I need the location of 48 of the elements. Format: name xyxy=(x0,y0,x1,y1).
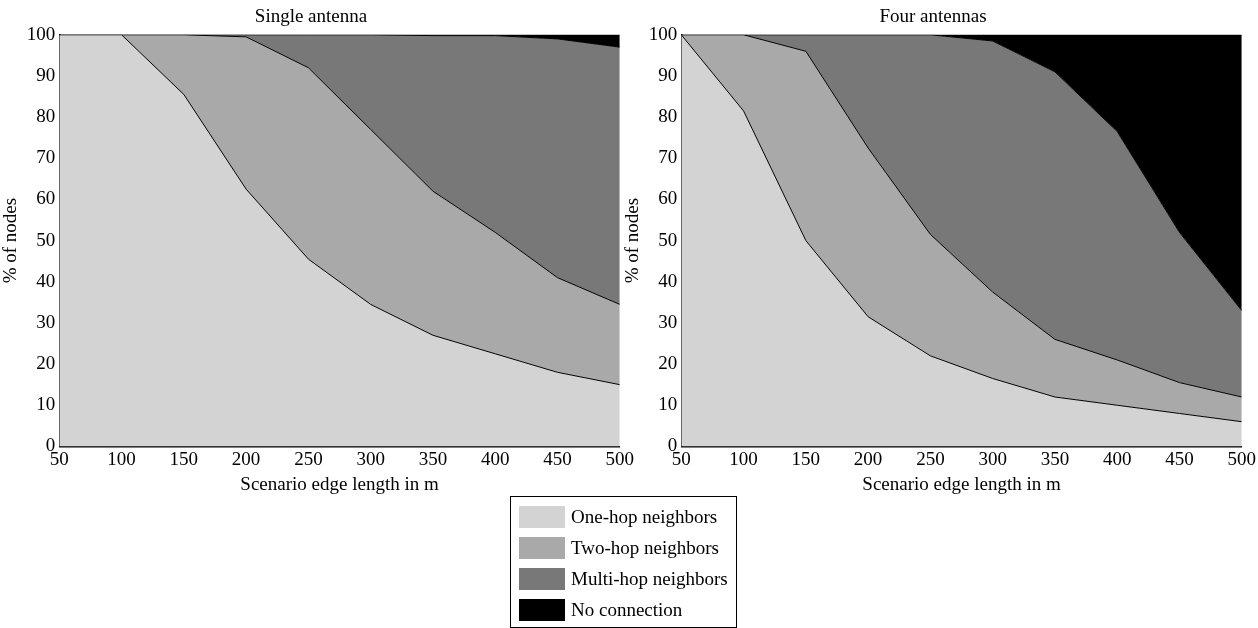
x-tick-label: 250 xyxy=(294,447,323,469)
x-tick-label: 500 xyxy=(1227,447,1256,469)
y-axis-title: % of nodes xyxy=(0,197,21,284)
x-axis-title: Scenario edge length in m xyxy=(240,472,439,494)
x-axis-title: Scenario edge length in m xyxy=(862,472,1061,494)
y-tick-label: 90 xyxy=(658,63,678,85)
x-tick-label: 450 xyxy=(543,447,572,469)
x-tick-label: 300 xyxy=(978,447,1007,469)
x-tick-label: 300 xyxy=(356,447,385,469)
x-tick-label: 400 xyxy=(1102,447,1132,469)
x-tick-label: 500 xyxy=(605,447,634,469)
y-tick-label: 100 xyxy=(26,22,56,44)
legend-label: One-hop neighbors xyxy=(571,505,718,528)
y-tick-label: 80 xyxy=(658,105,678,127)
y-tick-label: 40 xyxy=(36,269,56,291)
y-tick-label: 100 xyxy=(648,22,678,44)
y-tick-label: 10 xyxy=(658,393,678,415)
y-tick-label: 70 xyxy=(658,146,678,168)
y-tick-label: 60 xyxy=(658,187,678,209)
legend-label: Multi-hop neighbors xyxy=(571,567,728,590)
y-tick-label: 40 xyxy=(658,269,678,291)
x-tick-label: 100 xyxy=(729,447,758,469)
x-tick-label: 250 xyxy=(916,447,945,469)
y-tick-label: 80 xyxy=(36,105,56,127)
x-tick-label: 350 xyxy=(1040,447,1070,469)
x-tick-label: 150 xyxy=(169,447,199,469)
legend-label: Two-hop neighbors xyxy=(571,536,720,559)
x-tick-label: 150 xyxy=(791,447,821,469)
y-tick-label: 50 xyxy=(36,228,56,250)
chart-title: Four antennas xyxy=(879,5,987,27)
y-tick-label: 90 xyxy=(36,63,56,85)
y-tick-label: 30 xyxy=(658,310,678,332)
x-tick-label: 450 xyxy=(1165,447,1194,469)
legend-label: No connection xyxy=(571,598,683,621)
y-tick-label: 20 xyxy=(36,352,56,374)
chart-title: Single antenna xyxy=(254,5,368,27)
y-tick-label: 10 xyxy=(36,393,56,415)
x-tick-label: 100 xyxy=(107,447,136,469)
x-tick-label: 400 xyxy=(480,447,510,469)
y-tick-label: 70 xyxy=(36,146,56,168)
x-tick-label: 350 xyxy=(418,447,448,469)
x-tick-label: 200 xyxy=(853,447,883,469)
x-tick-label: 200 xyxy=(231,447,261,469)
y-axis-title: % of nodes xyxy=(621,197,643,284)
y-tick-label: 50 xyxy=(658,228,678,250)
y-tick-label: 30 xyxy=(36,310,56,332)
y-tick-label: 20 xyxy=(658,352,678,374)
y-tick-label: 60 xyxy=(36,187,56,209)
